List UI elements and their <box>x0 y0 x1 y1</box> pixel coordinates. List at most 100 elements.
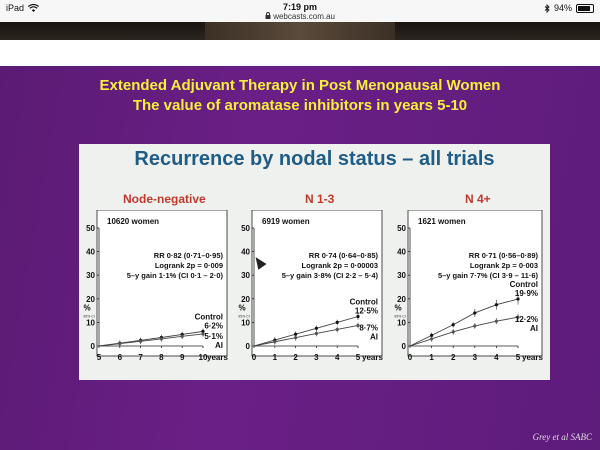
x-tick-label: 3 <box>473 353 478 362</box>
x-tick-label: 0 <box>408 353 413 362</box>
y-tick-label: 50 <box>86 224 95 233</box>
data-point <box>451 323 455 327</box>
status-time: 7:19 pm <box>282 2 317 12</box>
y-tick-label: 30 <box>241 271 250 280</box>
speaker-silhouette <box>205 22 395 40</box>
data-point <box>516 315 520 319</box>
stats-line: 5–y gain 1·1% (CI 0·1 – 2·0) <box>127 271 224 280</box>
y-tick-label: 10 <box>397 318 406 327</box>
series-line-control <box>409 298 519 347</box>
x-tick-label: 3 <box>314 353 319 362</box>
x-tick-label: 2 <box>451 353 456 362</box>
legend-control-label: Control <box>195 312 223 321</box>
stats-line: Logrank 2p = 0·00003 <box>302 261 379 270</box>
x-tick-label: 6 <box>118 353 123 362</box>
plot-frame <box>96 210 228 357</box>
stats-line: 5–y gain 3·8% (CI 2·2 – 5·4) <box>282 271 379 280</box>
stats-line: RR 0·82 (0·71–0·95) <box>154 251 224 260</box>
legend-ai-label: AI <box>215 341 223 350</box>
presentation-slide: Extended Adjuvant Therapy in Post Menopa… <box>0 66 600 450</box>
data-point <box>159 337 163 341</box>
slide-title-line1: Extended Adjuvant Therapy in Post Menopa… <box>99 77 501 94</box>
legend-control-label: Control <box>510 280 538 289</box>
y-axis-sublabel: 95% CI <box>83 315 95 319</box>
y-tick-label: 30 <box>86 271 95 280</box>
slide-content-panel: Recurrence by nodal status – all trials … <box>79 144 550 380</box>
y-tick-label: 0 <box>402 342 407 351</box>
control-final-value: 19·9% <box>515 289 538 298</box>
data-point <box>294 332 298 336</box>
y-tick-label: 10 <box>86 318 95 327</box>
lock-icon <box>265 12 271 19</box>
x-tick-label: 2 <box>293 353 298 362</box>
chart-subtitle-n1-3: N 1-3 <box>305 192 335 206</box>
data-point <box>430 337 434 341</box>
x-tick-label: 1 <box>429 353 434 362</box>
data-point <box>494 319 498 323</box>
sample-size-label: 10620 women <box>107 217 159 226</box>
data-point <box>473 311 477 315</box>
plot-frame <box>407 210 543 357</box>
data-point <box>516 297 520 301</box>
x-axis-label: years <box>207 353 228 362</box>
ai-final-value: 12·2% <box>515 315 538 324</box>
chart-subtitle-node-negative: Node-negative <box>123 192 206 206</box>
data-point <box>273 340 277 344</box>
slide-citation: Grey et al SABC <box>532 432 592 442</box>
device-label: iPad <box>6 3 25 13</box>
x-tick-label: 5 <box>516 353 521 362</box>
y-axis-sublabel: 95% CI <box>394 315 406 319</box>
y-axis-sublabel: 95% CI <box>238 315 250 319</box>
url-text: webcasts.com.au <box>273 12 336 21</box>
data-point <box>139 339 143 343</box>
x-tick-label: 5 <box>356 353 361 362</box>
wifi-icon <box>28 3 40 12</box>
chart-n4: 0 10 20 30 40 50 0 1 2 3 4 5 years% 95% CI 1621 women R… <box>394 210 543 362</box>
data-point <box>180 334 184 338</box>
stats-line: Logrank 2p = 0·009 <box>155 261 223 270</box>
data-point <box>118 342 122 346</box>
sample-size-label: 1621 women <box>418 217 466 226</box>
y-tick-label: 50 <box>241 224 250 233</box>
y-tick-label: 0 <box>91 342 96 351</box>
address-bar[interactable]: webcasts.com.au <box>0 12 600 21</box>
video-frame-top <box>0 22 600 40</box>
legend-ai-label: AI <box>530 324 538 333</box>
data-point <box>335 320 339 324</box>
x-tick-label: 4 <box>494 353 499 362</box>
series-line-ai <box>253 325 359 347</box>
control-final-value: 12·5% <box>355 307 378 316</box>
x-tick-label: 9 <box>180 353 185 362</box>
data-point <box>451 330 455 334</box>
series-line-ai <box>409 316 519 347</box>
chart-subtitle-n4: N 4+ <box>465 192 491 206</box>
status-center: 7:19 pm webcasts.com.au <box>0 2 600 21</box>
x-tick-label: 4 <box>335 353 340 362</box>
data-point <box>294 336 298 340</box>
video-letterbox <box>0 40 600 66</box>
data-point <box>201 332 205 336</box>
data-point <box>335 327 339 332</box>
y-tick-label: 40 <box>241 248 250 257</box>
y-axis-label: % <box>83 304 90 313</box>
slide-title: Extended Adjuvant Therapy in Post Menopa… <box>0 76 600 116</box>
panel-title: Recurrence by nodal status – all trials <box>134 148 495 170</box>
status-bar: iPad 7:19 pm webcasts.com.au 94% <box>0 0 600 22</box>
x-tick-label: 0 <box>252 353 257 362</box>
x-axis-label: years <box>362 353 383 362</box>
control-final-value: 6·2% <box>204 321 223 330</box>
bluetooth-icon <box>544 3 550 13</box>
x-axis-label: years <box>522 353 543 362</box>
data-point <box>473 324 477 328</box>
data-point <box>356 323 360 328</box>
y-tick-label: 40 <box>397 248 406 257</box>
x-tick-label: 5 <box>97 353 102 362</box>
data-point <box>314 331 318 336</box>
battery-percent: 94% <box>553 3 572 13</box>
status-right: 94% <box>544 3 594 13</box>
series-line-control <box>253 316 359 347</box>
stats-line: RR 0·74 (0·64–0·85) <box>309 251 379 260</box>
y-tick-label: 20 <box>241 295 250 304</box>
y-tick-label: 20 <box>86 295 95 304</box>
